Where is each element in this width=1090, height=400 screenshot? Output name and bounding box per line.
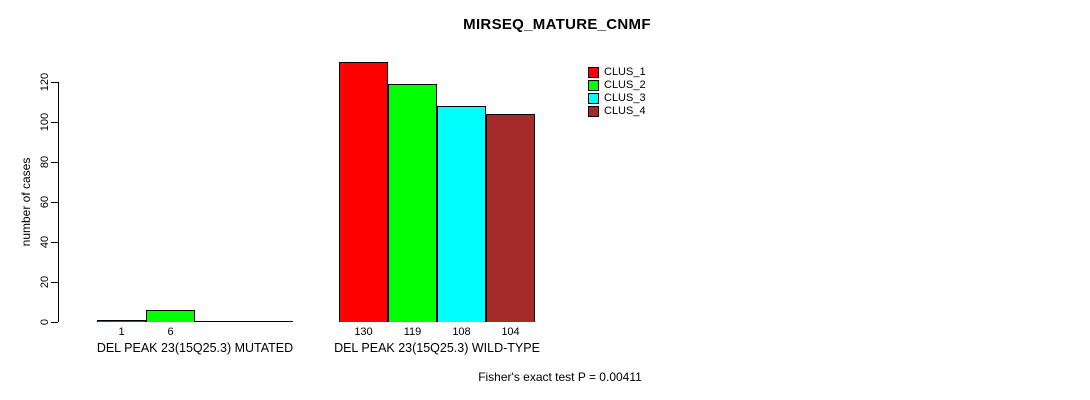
y-tick-label: 100 bbox=[39, 112, 51, 132]
legend-swatch bbox=[588, 93, 599, 104]
y-tick-label: 40 bbox=[39, 235, 51, 249]
y-tick-label: 20 bbox=[39, 275, 51, 289]
y-tick-label: 120 bbox=[39, 72, 51, 92]
legend-swatch bbox=[588, 106, 599, 117]
y-tick-mark bbox=[51, 322, 58, 323]
legend-label: CLUS_3 bbox=[604, 92, 646, 104]
group-baseline bbox=[97, 321, 293, 322]
bar bbox=[97, 320, 146, 322]
y-tick-mark bbox=[51, 282, 58, 283]
bar bbox=[146, 310, 195, 322]
bar-value-label: 130 bbox=[354, 326, 373, 338]
y-tick-label: 60 bbox=[39, 195, 51, 209]
legend-item: CLUS_2 bbox=[588, 79, 646, 92]
bar-value-label: 119 bbox=[403, 326, 422, 338]
bar-value-label: 108 bbox=[452, 326, 471, 338]
legend-label: CLUS_2 bbox=[604, 79, 646, 91]
bar-value-label: 104 bbox=[501, 326, 520, 338]
legend-label: CLUS_1 bbox=[604, 66, 646, 78]
legend-label: CLUS_4 bbox=[604, 105, 646, 117]
bar bbox=[437, 106, 486, 322]
y-tick-mark bbox=[51, 122, 58, 123]
legend-item: CLUS_1 bbox=[588, 66, 646, 79]
group-label: DEL PEAK 23(15Q25.3) WILD-TYPE bbox=[334, 341, 540, 355]
y-tick-mark bbox=[51, 82, 58, 83]
legend-item: CLUS_4 bbox=[588, 105, 646, 118]
y-tick-mark bbox=[51, 162, 58, 163]
legend-swatch bbox=[588, 67, 599, 78]
chart-title: MIRSEQ_MATURE_CNMF bbox=[463, 16, 651, 33]
y-tick-mark bbox=[51, 242, 58, 243]
legend-swatch bbox=[588, 80, 599, 91]
y-tick-mark bbox=[51, 202, 58, 203]
stat-annotation: Fisher's exact test P = 0.00411 bbox=[478, 370, 642, 384]
y-tick-label: 0 bbox=[39, 318, 51, 326]
bar-value-label: 6 bbox=[167, 326, 174, 338]
y-axis-line bbox=[58, 82, 59, 322]
bar bbox=[339, 62, 388, 322]
group-label: DEL PEAK 23(15Q25.3) MUTATED bbox=[96, 341, 294, 355]
bar bbox=[486, 114, 535, 322]
y-tick-label: 80 bbox=[39, 155, 51, 169]
y-axis-title: number of cases bbox=[19, 157, 33, 247]
bar-value-label: 1 bbox=[118, 326, 125, 338]
legend-item: CLUS_3 bbox=[588, 92, 646, 105]
bar bbox=[388, 84, 437, 322]
legend: CLUS_1 CLUS_2 CLUS_3 CLUS_4 bbox=[588, 66, 646, 118]
